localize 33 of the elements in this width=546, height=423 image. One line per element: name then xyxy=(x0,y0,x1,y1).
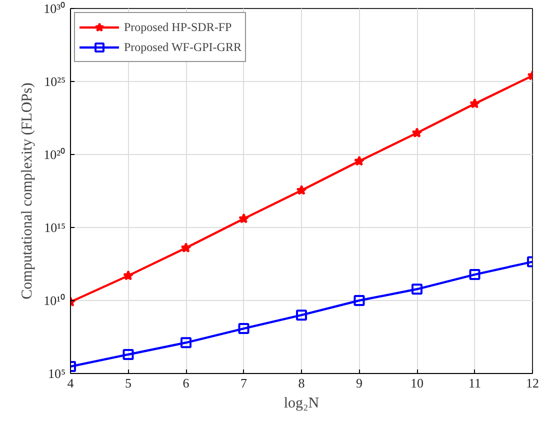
point xyxy=(122,349,134,360)
y-tick-label: 10³⁰ xyxy=(44,1,66,16)
point xyxy=(412,284,422,295)
y-tick-label: 10¹⁵ xyxy=(44,220,66,235)
x-axis-title: log₂N xyxy=(284,396,320,412)
x-tick-label: 9 xyxy=(356,376,362,390)
y-tick-label: 10²⁵ xyxy=(44,74,66,89)
y-tick-label: 10²⁰ xyxy=(44,147,66,162)
y-tick-label: 10⁵ xyxy=(48,366,66,381)
x-tick-label: 4 xyxy=(67,376,74,390)
point xyxy=(296,310,307,321)
x-tick-label: 6 xyxy=(182,376,190,390)
x-tick-label: 11 xyxy=(468,376,482,390)
point xyxy=(296,184,307,195)
legend-label: Proposed WF-GPI-GRR xyxy=(124,40,242,54)
point xyxy=(180,337,192,348)
x-tick-label: 5 xyxy=(125,376,132,390)
legend-label: Proposed HP-SDR-FP xyxy=(124,20,232,34)
point xyxy=(469,269,480,280)
point xyxy=(412,127,422,138)
point xyxy=(238,323,250,334)
x-tick-label: 8 xyxy=(298,376,305,390)
point xyxy=(238,213,250,224)
y-tick-label: 10¹⁰ xyxy=(44,293,66,308)
x-tick-label: 12 xyxy=(526,376,539,390)
y-axis-title: Computational complexity (FLOPs) xyxy=(20,82,36,300)
point xyxy=(122,270,134,280)
point xyxy=(469,98,480,108)
point xyxy=(354,295,365,306)
point xyxy=(354,156,365,166)
x-tick-label: 10 xyxy=(410,376,424,390)
x-tick-label: 7 xyxy=(240,376,248,390)
point xyxy=(180,242,192,253)
